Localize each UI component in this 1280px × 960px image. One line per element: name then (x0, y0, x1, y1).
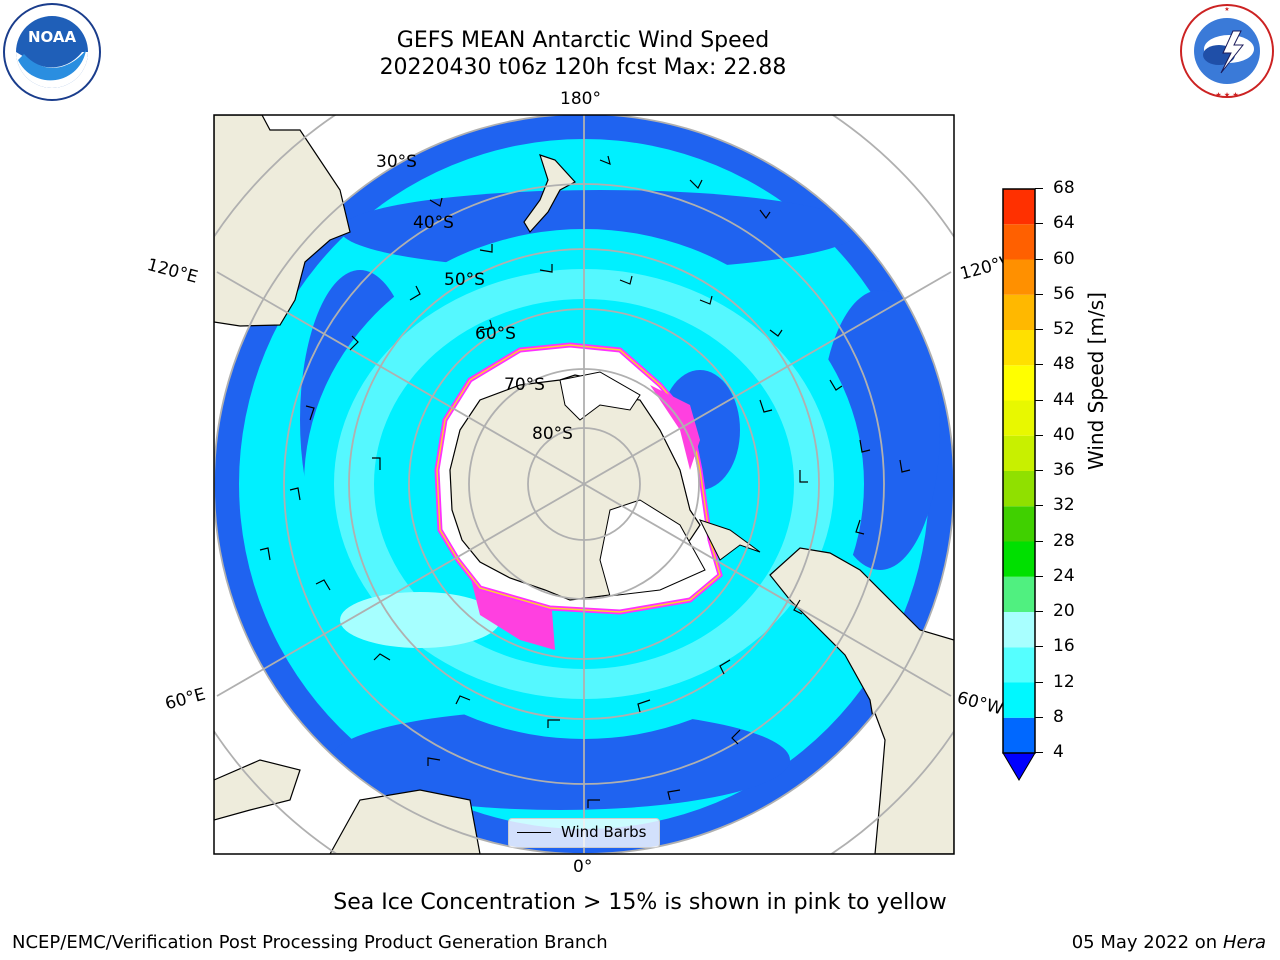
lon-label-120e: 120°E (144, 255, 200, 288)
colorbar-cell (1003, 330, 1035, 366)
colorbar-tick-label: 44 (1053, 389, 1075, 410)
colorbar-cell (1003, 576, 1035, 612)
colorbar-tick-label: 16 (1053, 636, 1075, 657)
madagascar-land (214, 759, 301, 821)
chart-title-line2: 20220430 t06z 120h fcst Max: 22.88 (379, 55, 787, 80)
colorbar-cell (1003, 189, 1035, 225)
colorbar-tick-mark (1035, 399, 1043, 401)
map-frame (213, 114, 955, 855)
lon-label-60e: 60°E (163, 684, 208, 715)
footer-machine: Hera (1222, 932, 1266, 953)
sea-ice-note: Sea Ice Concentration > 15% is shown in … (333, 890, 947, 915)
colorbar-cell (1003, 682, 1035, 718)
colorbar-cell (1003, 612, 1035, 648)
colorbar-cell (1003, 471, 1035, 507)
colorbar-tick-mark (1035, 258, 1043, 260)
colorbar-tick-mark (1035, 540, 1043, 542)
colorbar-tick-label: 68 (1053, 178, 1075, 198)
colorbar-tick-label: 32 (1053, 495, 1075, 516)
lat-label-80s: 80°S (532, 424, 573, 444)
noaa-logo-text: NOAA (28, 28, 77, 46)
colorbar-tick-mark (1035, 470, 1043, 471)
footer-branch: NCEP/EMC/Verification Post Processing Pr… (12, 932, 608, 953)
lon-label-60w: 60°W (954, 688, 1006, 720)
lon-label-0: 0° (573, 857, 593, 877)
colorbar-cell (1003, 400, 1035, 436)
colorbar-tick-label: 56 (1053, 283, 1075, 304)
colorbar-tick-mark (1035, 646, 1043, 648)
ocean-wind-16-20 (340, 592, 500, 648)
chart-title-line1: GEFS MEAN Antarctic Wind Speed (396, 28, 770, 53)
new-zealand-land (523, 154, 576, 234)
colorbar-tick-label: 36 (1053, 460, 1075, 480)
polar-map (213, 114, 955, 855)
svg-text:★: ★ (1224, 6, 1229, 13)
colorbar-cell (1003, 541, 1035, 577)
colorbar-tick-mark (1035, 223, 1043, 225)
colorbar-cell (1003, 259, 1035, 295)
noaa-logo: NOAA (3, 3, 101, 101)
colorbar-cell (1003, 506, 1035, 542)
lon-label-180: 180° (560, 89, 601, 109)
svg-text:★ ★ ★: ★ ★ ★ (1215, 91, 1238, 99)
colorbar-cell (1003, 435, 1035, 471)
colorbar-cell (1003, 365, 1035, 401)
colorbar-tick-mark (1035, 293, 1043, 295)
colorbar-tick-mark (1035, 329, 1043, 330)
antarctic-peninsula (699, 519, 761, 561)
wind-barb-legend-line (517, 832, 551, 833)
colorbar-tick-label: 64 (1053, 213, 1075, 234)
colorbar (1002, 188, 1036, 781)
colorbar-tick-mark (1035, 434, 1043, 436)
footer-date-text: 05 May 2022 on (1071, 932, 1218, 953)
lat-label-30s: 30°S (376, 152, 417, 172)
colorbar-tick-mark (1035, 575, 1043, 577)
colorbar-tick-label: 8 (1053, 706, 1064, 727)
colorbar-tick-label: 12 (1053, 671, 1075, 692)
colorbar-tick-label: 60 (1053, 248, 1075, 269)
colorbar-tick-mark (1035, 716, 1043, 718)
colorbar-cell (1003, 647, 1035, 683)
colorbar-tick-mark (1035, 752, 1043, 753)
colorbar-tick-label: 20 (1053, 601, 1075, 621)
lat-label-60s: 60°S (475, 324, 516, 344)
ross-ice-shelf (599, 499, 706, 597)
colorbar-cell (1003, 717, 1035, 753)
colorbar-tick-mark (1035, 681, 1043, 683)
colorbar-tick-label: 4 (1053, 742, 1064, 762)
colorbar-cell (1003, 294, 1035, 330)
colorbar-label: Wind Speed [m/s] (1084, 292, 1108, 470)
colorbar-tick-label: 48 (1053, 354, 1075, 375)
colorbar-tick-label: 40 (1053, 424, 1075, 445)
colorbar-tick-mark (1035, 505, 1043, 507)
wind-barb-legend-label: Wind Barbs (561, 823, 647, 841)
lat-label-40s: 40°S (413, 213, 454, 233)
graticule (214, 115, 954, 854)
colorbar-under-arrow (1002, 752, 1036, 781)
colorbar-tick-label: 52 (1053, 319, 1075, 339)
colorbar-cell (1003, 224, 1035, 260)
lat-label-50s: 50°S (444, 270, 485, 290)
colorbar-tick-mark (1035, 611, 1043, 612)
nws-logo: ★ ★ ★ ★ (1180, 4, 1274, 99)
map-legend: Wind Barbs (508, 818, 660, 848)
lat-label-70s: 70°S (504, 375, 545, 395)
wind-barbs (259, 155, 911, 808)
footer-date: 05 May 2022 on Hera (1072, 932, 1266, 953)
colorbar-tick-mark (1035, 364, 1043, 366)
colorbar-tick-label: 24 (1053, 565, 1075, 586)
colorbar-tick-mark (1035, 188, 1043, 189)
colorbar-tick-label: 28 (1053, 530, 1075, 551)
